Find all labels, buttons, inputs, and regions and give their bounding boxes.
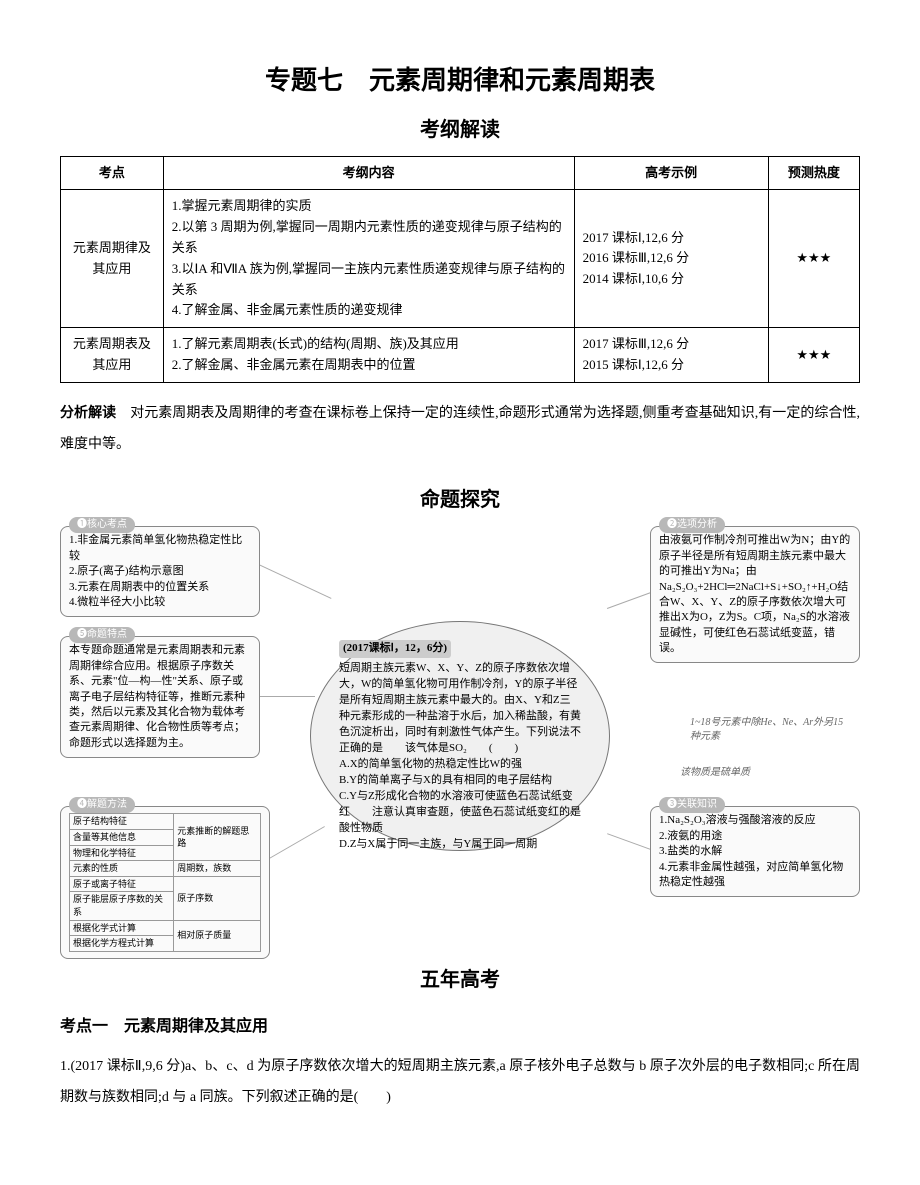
th-topic: 考点 xyxy=(61,156,164,190)
center-body: 短周期主族元素W、X、Y、Z的原子序数依次增大，W的简单氢化物可用作制冷剂，Y的… xyxy=(339,661,581,852)
mcell: 含量等其他信息 xyxy=(70,829,174,845)
side-note: 1~18号元素中除He、Ne、Ar外另15种元素 xyxy=(690,716,850,744)
mindmap-diagram: ❶核心考点 1.非金属元素简单氢化物热稳定性比较 2.原子(离子)结构示意图 3… xyxy=(60,526,860,946)
section-syllabus-heading: 考纲解读 xyxy=(60,114,860,146)
cell-examples: 2017 课标Ⅰ,12,6 分 2016 课标Ⅲ,12,6 分 2014 课标Ⅰ… xyxy=(574,190,768,328)
mcell: 原子结构特征 xyxy=(70,814,174,830)
table-row: 元素周期律及其应用 1.掌握元素周期律的实质 2.以第 3 周期为例,掌握同一周… xyxy=(61,190,860,328)
keypoint-1-heading: 考点一 元素周期律及其应用 xyxy=(60,1014,860,1040)
node-body: 由液氨可作制冷剂可推出W为N；由Y的原子半径是所有短周期主族元素中最大的可推出Y… xyxy=(659,533,851,656)
mcell: 相对原子质量 xyxy=(174,920,261,951)
connector-line xyxy=(259,565,332,600)
mcell: 元素推断的解题思路 xyxy=(174,814,261,861)
th-content: 考纲内容 xyxy=(163,156,574,190)
node-method: ❹解题方法 原子结构特征元素推断的解题思路 含量等其他信息 物理和化学特征 元素… xyxy=(60,806,270,958)
mcell: 元素的性质 xyxy=(70,861,174,877)
cell-content: 1.了解元素周期表(长式)的结构(周期、族)及其应用 2.了解金属、非金属元素在… xyxy=(163,328,574,383)
th-examples: 高考示例 xyxy=(574,156,768,190)
node-label: ❷选项分析 xyxy=(659,517,725,533)
node-body: 本专题命题通常是元素周期表和元素周期律综合应用。根据原子序数关系、元素"位—构—… xyxy=(69,643,251,751)
page-title: 专题七 元素周期律和元素周期表 xyxy=(60,60,860,102)
mcell: 周期数，族数 xyxy=(174,861,261,877)
connector-line xyxy=(255,696,315,697)
node-core-points: ❶核心考点 1.非金属元素简单氢化物热稳定性比较 2.原子(离子)结构示意图 3… xyxy=(60,526,260,617)
node-label: ❹解题方法 xyxy=(69,797,135,813)
analysis-label: 分析解读 xyxy=(60,404,116,420)
section-inquiry-heading: 命题探究 xyxy=(60,484,860,516)
cell-heat: ★★★ xyxy=(768,190,859,328)
mcell: 原子序数 xyxy=(174,876,261,920)
syllabus-table: 考点 考纲内容 高考示例 预测热度 元素周期律及其应用 1.掌握元素周期律的实质… xyxy=(60,156,860,383)
analysis-text: 对元素周期表及周期律的考查在课标卷上保持一定的连续性,命题形式通常为选择题,侧重… xyxy=(60,406,860,452)
node-features: ❺命题特点 本专题命题通常是元素周期表和元素周期律综合应用。根据原子序数关系、元… xyxy=(60,636,260,758)
node-body: 1.非金属元素简单氢化物热稳定性比较 2.原子(离子)结构示意图 3.元素在周期… xyxy=(69,533,251,610)
center-header: (2017课标Ⅰ，12，6分) xyxy=(339,640,451,658)
method-table: 原子结构特征元素推断的解题思路 含量等其他信息 物理和化学特征 元素的性质周期数… xyxy=(69,813,261,951)
node-label: ❶核心考点 xyxy=(69,517,135,533)
cell-heat: ★★★ xyxy=(768,328,859,383)
mcell: 根据化学方程式计算 xyxy=(70,936,174,952)
node-option-analysis: ❷选项分析 由液氨可作制冷剂可推出W为N；由Y的原子半径是所有短周期主族元素中最… xyxy=(650,526,860,663)
cell-topic: 元素周期表及其应用 xyxy=(61,328,164,383)
question-1: 1.(2017 课标Ⅱ,9,6 分)a、b、c、d 为原子序数依次增大的短周期主… xyxy=(60,1052,860,1114)
mcell: 物理和化学特征 xyxy=(70,845,174,861)
mcell: 根据化学式计算 xyxy=(70,920,174,936)
section-exam-heading: 五年高考 xyxy=(60,964,860,996)
node-body: 1.Na₂S₂O₃溶液与强酸溶液的反应 2.液氨的用途 3.盐类的水解 4.元素… xyxy=(659,813,851,890)
node-label: ❸关联知识 xyxy=(659,797,725,813)
cell-content: 1.掌握元素周期律的实质 2.以第 3 周期为例,掌握同一周期内元素性质的递变规… xyxy=(163,190,574,328)
mcell: 原子能层原子序数的关系 xyxy=(70,892,174,920)
node-label: ❺命题特点 xyxy=(69,627,135,643)
table-row: 元素周期表及其应用 1.了解元素周期表(长式)的结构(周期、族)及其应用 2.了… xyxy=(61,328,860,383)
th-heat: 预测热度 xyxy=(768,156,859,190)
cell-topic: 元素周期律及其应用 xyxy=(61,190,164,328)
node-related-knowledge: ❸关联知识 1.Na₂S₂O₃溶液与强酸溶液的反应 2.液氨的用途 3.盐类的水… xyxy=(650,806,860,897)
analysis-paragraph: 分析解读 对元素周期表及周期律的考查在课标卷上保持一定的连续性,命题形式通常为选… xyxy=(60,397,860,461)
mcell: 原子或离子特征 xyxy=(70,876,174,892)
center-question-node: (2017课标Ⅰ，12，6分) 短周期主族元素W、X、Y、Z的原子序数依次增大，… xyxy=(310,621,610,851)
side-note: 该物质是硫单质 xyxy=(680,766,800,780)
cell-examples: 2017 课标Ⅲ,12,6 分 2015 课标Ⅰ,12,6 分 xyxy=(574,328,768,383)
